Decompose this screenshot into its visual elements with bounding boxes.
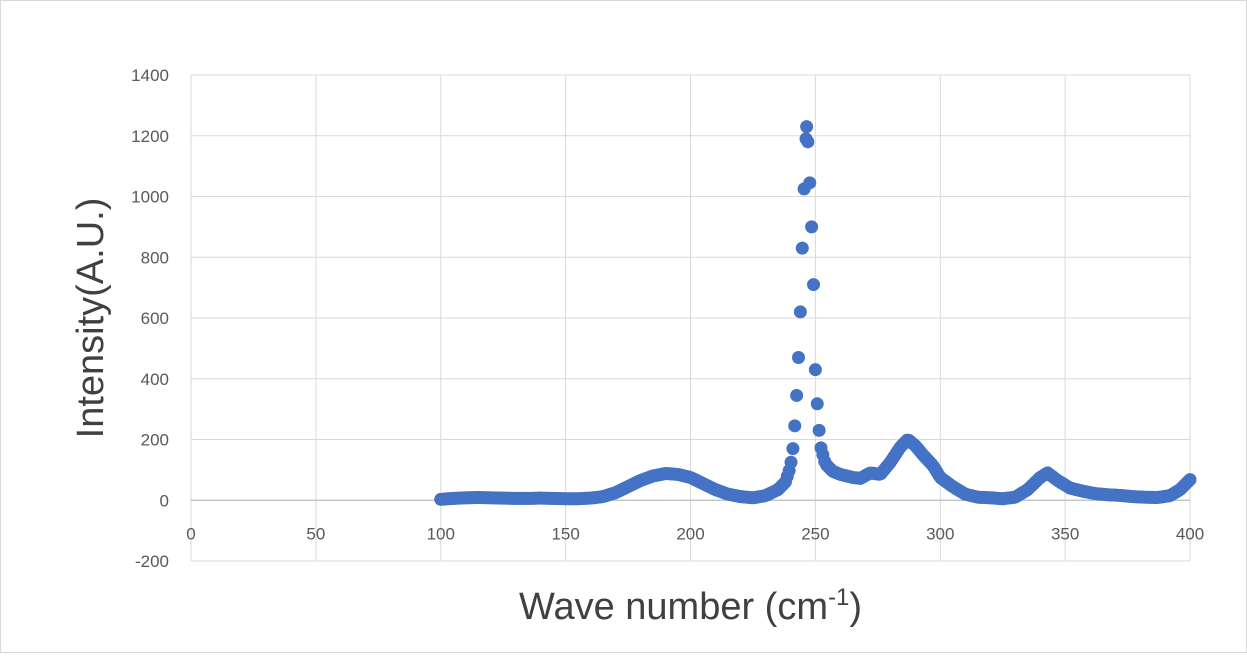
x-tick-label: 250 xyxy=(801,524,829,543)
y-axis-label: Intensity(A.U.) xyxy=(70,198,112,439)
data-points xyxy=(434,120,1197,506)
x-tick-label: 350 xyxy=(1051,524,1079,543)
x-tick-label: 150 xyxy=(551,524,579,543)
x-tick-label: 200 xyxy=(676,524,704,543)
y-tick-label: 1000 xyxy=(131,188,169,207)
y-tick-label: 200 xyxy=(141,431,169,450)
x-tick-label: 300 xyxy=(926,524,954,543)
data-point xyxy=(807,278,821,292)
data-point xyxy=(805,220,819,234)
y-tick-label: 600 xyxy=(141,309,169,328)
y-tick-label: -200 xyxy=(135,552,169,571)
x-tick-label: 50 xyxy=(306,524,325,543)
grid-lines xyxy=(190,74,1191,562)
data-point xyxy=(1183,473,1197,487)
data-point xyxy=(810,397,824,411)
data-point xyxy=(803,176,817,190)
data-point xyxy=(793,305,807,319)
y-tick-label: 1200 xyxy=(131,127,169,146)
y-tick-label: 400 xyxy=(141,370,169,389)
x-tick-label: 100 xyxy=(427,524,455,543)
data-point xyxy=(790,388,804,402)
data-point xyxy=(812,423,826,437)
x-axis-label: Wave number (cm-1) xyxy=(519,584,862,628)
data-point xyxy=(801,135,815,149)
data-point xyxy=(808,363,822,377)
x-tick-label: 0 xyxy=(186,524,195,543)
data-point xyxy=(800,120,814,134)
y-tick-label: 800 xyxy=(141,248,169,267)
data-point xyxy=(792,350,806,364)
data-point xyxy=(795,241,809,255)
y-tick-label: 1400 xyxy=(131,66,169,85)
data-point xyxy=(786,442,800,456)
tick-labels: -200 0 200 400 600 800 1000 1200 1400 0 50 100 150 20… xyxy=(131,66,1204,571)
y-tick-label: 0 xyxy=(160,491,169,510)
x-tick-label: 400 xyxy=(1176,524,1204,543)
data-point xyxy=(788,419,802,433)
data-point xyxy=(784,455,798,469)
